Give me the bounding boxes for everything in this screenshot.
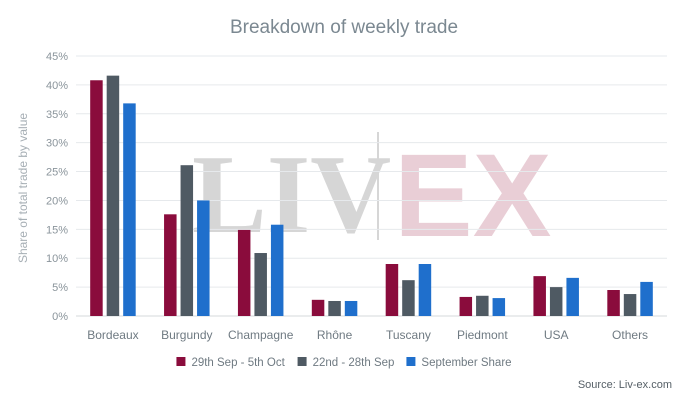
y-tick-label: 45% (46, 51, 68, 63)
watermark-ex: EX (394, 130, 551, 262)
y-tick-label: 10% (46, 253, 68, 265)
bar (164, 214, 177, 316)
legend-swatch (406, 357, 416, 366)
y-tick-label: 0% (52, 311, 68, 323)
bar (418, 264, 432, 316)
bar (180, 165, 194, 316)
watermark-liv: LIV (192, 133, 391, 257)
x-category-label: Burgundy (161, 328, 212, 342)
x-category-label: Rhône (317, 328, 353, 342)
bar (123, 103, 136, 316)
x-category-label: Tuscany (386, 328, 431, 342)
y-tick-label: 5% (52, 282, 68, 294)
bar (328, 300, 341, 316)
y-axis-label: Share of total trade by value (16, 113, 30, 263)
x-category-label: Champagne (228, 328, 294, 342)
bar (237, 229, 251, 316)
bar (533, 276, 546, 316)
watermark: LIV EX (192, 130, 551, 262)
bar (492, 298, 506, 316)
x-category-label: USA (544, 328, 569, 342)
x-category-label: Bordeaux (87, 328, 138, 342)
bar (254, 253, 267, 316)
y-tick-label: 35% (46, 109, 68, 121)
x-category-label: Piedmont (457, 328, 508, 342)
source-note: Source: Liv-ex.com (578, 379, 672, 391)
y-tick-label: 15% (46, 224, 68, 236)
bar (402, 280, 415, 316)
bar (566, 277, 579, 316)
x-category-label: Others (612, 328, 648, 342)
bar (476, 295, 489, 316)
chart-title: Breakdown of weekly trade (230, 17, 458, 38)
bar (607, 290, 620, 316)
bar (459, 296, 473, 316)
y-tick-label: 30% (46, 138, 68, 150)
bar (197, 200, 210, 316)
bar (270, 224, 284, 316)
bars (90, 75, 653, 317)
bar (623, 294, 637, 316)
legend-label: 29th Sep - 5th Oct (191, 357, 285, 369)
legend: 29th Sep - 5th Oct 22nd - 28th Sep Septemb… (176, 357, 512, 369)
bar (385, 264, 399, 316)
y-axis-ticks: 0% 5% 10% 15% 20% 25% 30% 35% 40% 45% (46, 51, 68, 323)
y-tick-label: 25% (46, 167, 68, 179)
bar (549, 287, 563, 316)
bar (106, 75, 120, 317)
x-axis-categories: Bordeaux Burgundy Champagne Rhône Tuscany Pie… (87, 328, 648, 342)
y-tick-label: 40% (46, 80, 68, 92)
legend-swatch (297, 357, 307, 366)
legend-swatch (176, 357, 186, 366)
bar (90, 80, 103, 317)
legend-label: September Share (421, 357, 511, 369)
bar (344, 300, 358, 316)
y-tick-label: 20% (46, 195, 68, 207)
legend-label: 22nd - 28th Sep (313, 357, 395, 369)
bar (311, 299, 325, 316)
bar (640, 281, 653, 316)
